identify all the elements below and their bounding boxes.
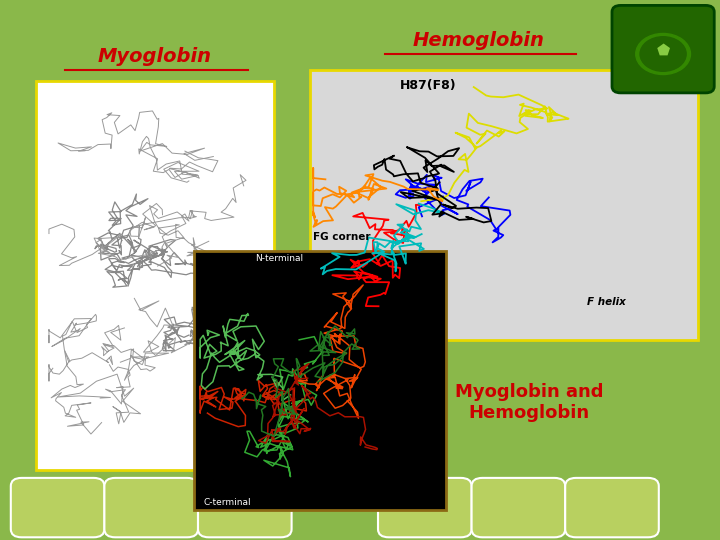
FancyBboxPatch shape bbox=[378, 478, 472, 537]
Text: H87(F8): H87(F8) bbox=[400, 79, 456, 92]
FancyBboxPatch shape bbox=[198, 478, 292, 537]
Text: ⬟: ⬟ bbox=[657, 42, 670, 57]
Text: Myoglobin and
Hemoglobin: Myoglobin and Hemoglobin bbox=[455, 383, 603, 422]
FancyBboxPatch shape bbox=[104, 478, 198, 537]
FancyBboxPatch shape bbox=[36, 81, 274, 470]
Text: Hemoglobin: Hemoglobin bbox=[413, 31, 545, 50]
FancyBboxPatch shape bbox=[194, 251, 446, 510]
FancyBboxPatch shape bbox=[612, 5, 714, 93]
FancyBboxPatch shape bbox=[310, 70, 698, 340]
Text: F helix: F helix bbox=[587, 297, 626, 307]
Text: FG corner: FG corner bbox=[313, 232, 371, 242]
FancyBboxPatch shape bbox=[565, 478, 659, 537]
FancyBboxPatch shape bbox=[472, 478, 565, 537]
Text: N-terminal: N-terminal bbox=[256, 254, 304, 264]
Circle shape bbox=[636, 33, 690, 75]
FancyBboxPatch shape bbox=[11, 478, 104, 537]
Circle shape bbox=[640, 37, 686, 71]
Text: Myoglobin: Myoglobin bbox=[98, 47, 212, 66]
Text: C-terminal: C-terminal bbox=[203, 498, 251, 507]
